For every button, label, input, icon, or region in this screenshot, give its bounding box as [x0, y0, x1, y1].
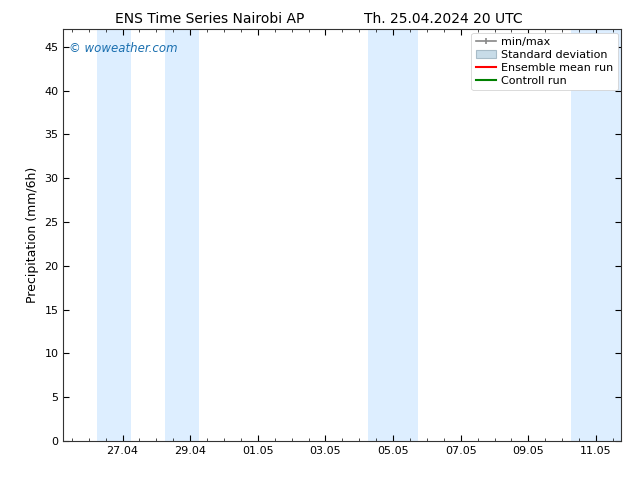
Text: Th. 25.04.2024 20 UTC: Th. 25.04.2024 20 UTC — [365, 12, 523, 26]
Text: ENS Time Series Nairobi AP: ENS Time Series Nairobi AP — [115, 12, 304, 26]
Text: © woweather.com: © woweather.com — [69, 42, 178, 55]
Y-axis label: Precipitation (mm/6h): Precipitation (mm/6h) — [26, 167, 39, 303]
Bar — [165, 29, 198, 441]
Bar — [97, 29, 131, 441]
Bar — [368, 29, 418, 441]
Legend: min/max, Standard deviation, Ensemble mean run, Controll run: min/max, Standard deviation, Ensemble me… — [471, 33, 618, 90]
Bar — [571, 29, 621, 441]
